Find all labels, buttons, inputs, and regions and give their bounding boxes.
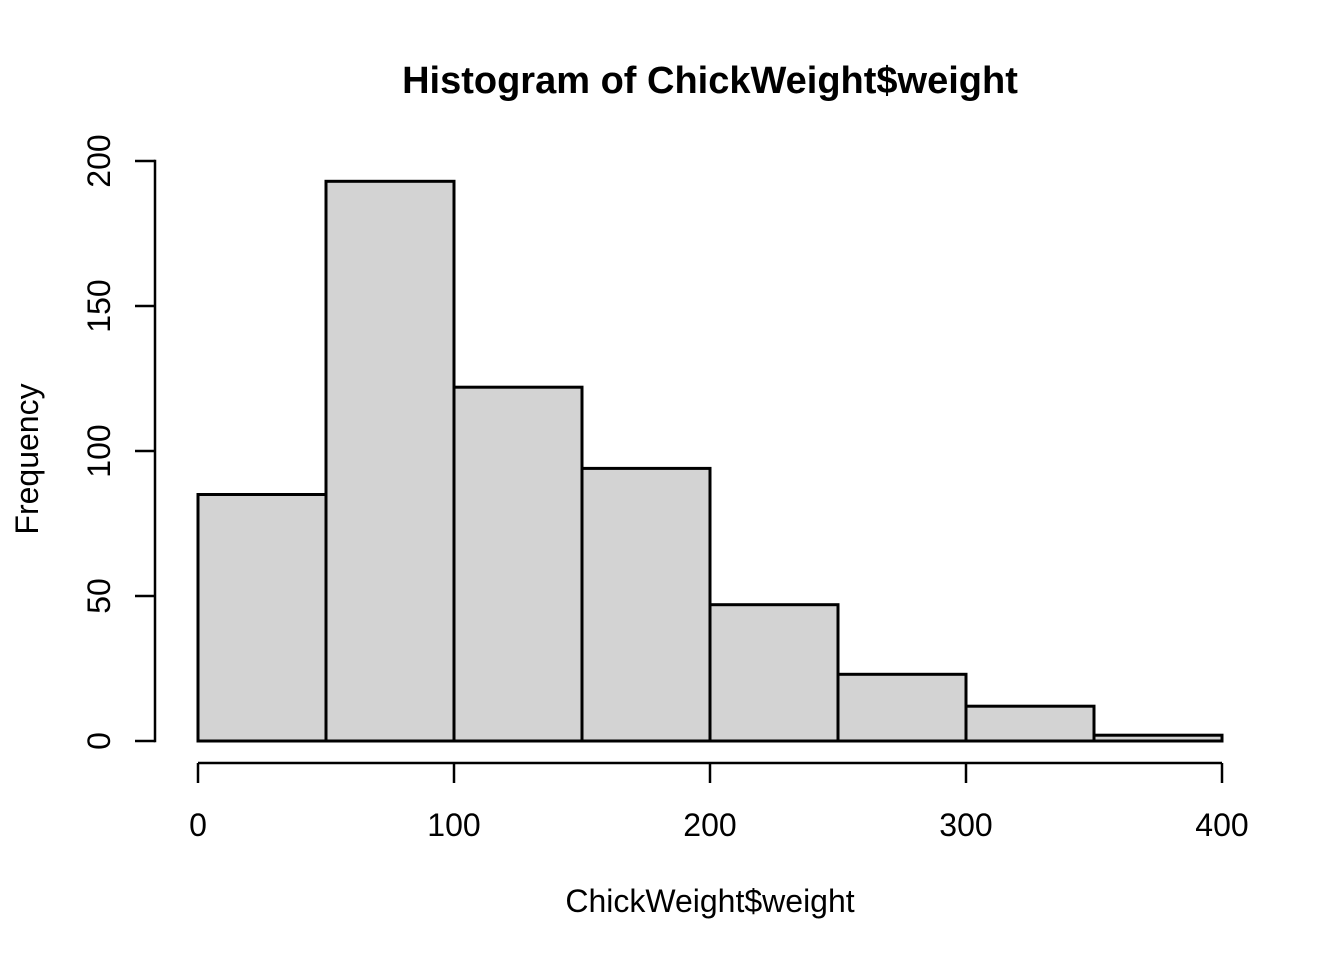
y-tick-label: 100 [81,424,117,477]
histogram-bar [708,603,840,743]
x-tick-label: 0 [189,807,207,843]
histogram-bar [836,672,968,743]
histogram-bar [324,179,456,743]
x-tick-label: 300 [939,807,992,843]
histogram-bar [964,704,1096,743]
y-tick-label: 150 [81,279,117,332]
x-axis-label: ChickWeight$weight [565,883,854,919]
y-tick-label: 50 [81,578,117,614]
y-tick-label: 200 [81,134,117,187]
x-tick-label: 400 [1195,807,1248,843]
x-tick-label: 200 [683,807,736,843]
histogram-bar [196,493,328,743]
histogram-bar [580,466,712,743]
bars-group [196,179,1224,743]
y-axis-label: Frequency [9,383,45,534]
x-tick-label: 100 [427,807,480,843]
x-axis: 0 100 200 300 400 [189,761,1249,843]
chart-title: Histogram of ChickWeight$weight [402,60,1018,102]
histogram-bar [1092,733,1224,743]
histogram-bar [452,385,584,743]
y-axis: 0 50 100 150 200 [81,134,157,750]
y-tick-label: 0 [81,732,117,750]
